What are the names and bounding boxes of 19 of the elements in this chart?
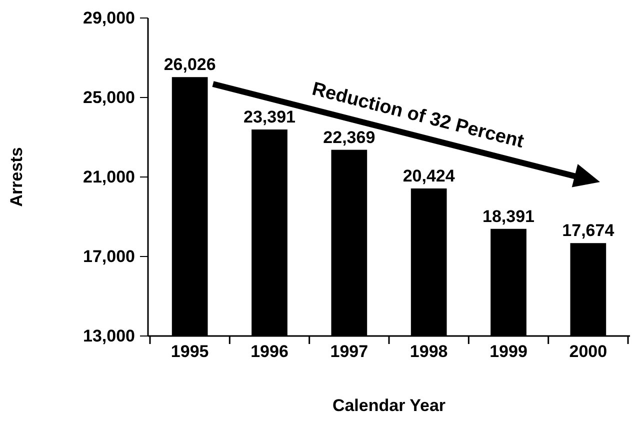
data-label: 17,674: [562, 221, 615, 240]
data-label: 26,026: [164, 55, 216, 74]
x-tick-label: 2000: [569, 342, 608, 361]
x-tick-label: 1999: [490, 342, 528, 361]
x-tick-label: 1996: [250, 342, 288, 361]
data-label: 22,369: [323, 128, 376, 147]
y-tick-label: 25,000: [83, 88, 135, 107]
x-tick-label: 1995: [170, 342, 209, 361]
x-axis-title: Calendar Year: [332, 396, 446, 415]
y-tick-label: 21,000: [83, 167, 135, 186]
x-tick-label: 1997: [330, 342, 368, 361]
data-label: 20,424: [402, 166, 456, 186]
data-label: 18,391: [482, 206, 535, 226]
x-tick-label: 1998: [410, 342, 448, 361]
y-tick-label: 13,000: [83, 326, 135, 346]
y-axis-title: Arrests: [7, 147, 26, 207]
data-label: 23,391: [243, 107, 296, 126]
y-tick-label: 17,000: [83, 246, 135, 266]
y-tick-label: 29,000: [83, 8, 135, 28]
